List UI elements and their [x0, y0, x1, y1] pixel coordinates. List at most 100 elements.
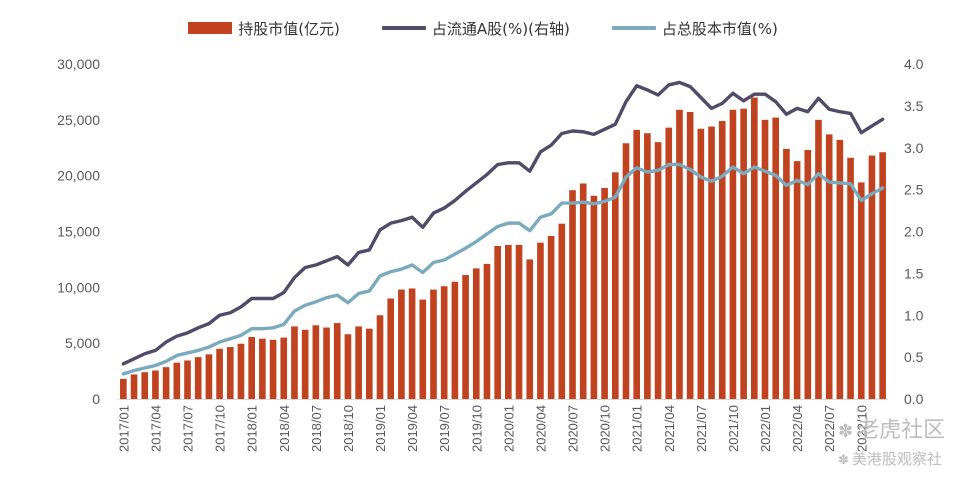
- bar-2022/07: [825, 134, 833, 399]
- bar-2017/11: [226, 347, 234, 399]
- x-tick-label: 2018/04: [277, 405, 292, 452]
- x-tick-label: 2022/07: [822, 405, 837, 452]
- y-left-tick-label: 10,000: [57, 279, 100, 295]
- bar-2021/01: [633, 129, 640, 399]
- y-right-tick-label: 0.5: [904, 349, 924, 365]
- y-right-tick-label: 0.0: [904, 391, 924, 407]
- x-tick-label: 2020/07: [566, 405, 581, 452]
- bar-2018/05: [291, 326, 298, 399]
- bar-2021/02: [644, 133, 651, 400]
- watermark-line1: 老虎社区: [857, 418, 946, 443]
- bar-2017/08: [194, 357, 202, 400]
- bar-2018/02: [259, 338, 266, 399]
- y-left-tick-label: 20,000: [57, 168, 100, 184]
- bar-2019/03: [398, 289, 405, 399]
- bar-2020/09: [590, 195, 598, 399]
- bar-2021/05: [676, 109, 683, 399]
- bar-2020/04: [537, 242, 544, 399]
- bar-2018/03: [269, 339, 277, 399]
- bar-2022/10: [857, 182, 865, 399]
- bar-2017/12: [237, 343, 245, 399]
- y-left-tick-label: 30,000: [57, 56, 100, 72]
- bar-2019/04: [408, 288, 416, 399]
- bar-2017/06: [173, 362, 181, 399]
- bar-2022/01: [761, 119, 769, 399]
- bar-2017/03: [141, 372, 149, 399]
- bar-2020/08: [579, 183, 587, 399]
- bar-2021/08: [708, 126, 715, 399]
- y-left-tick-label: 15,000: [57, 224, 100, 240]
- bar-2019/02: [387, 298, 395, 399]
- bar-2017/01: [120, 378, 127, 399]
- bar-2021/11: [740, 108, 747, 400]
- bar-2019/12: [494, 246, 501, 399]
- x-tick-label: 2017/01: [116, 405, 131, 452]
- bar-2019/05: [419, 299, 427, 399]
- x-tick-label: 2022/04: [790, 405, 805, 452]
- bar-2018/04: [280, 337, 288, 399]
- x-tick-label: 2021/01: [630, 405, 645, 452]
- bar-2019/09: [462, 275, 469, 399]
- bar-2019/06: [430, 289, 437, 399]
- bar-2017/05: [162, 367, 170, 399]
- legend-line2-swatch: [611, 26, 656, 30]
- legend-line2-label: 占总股本市值(%): [661, 19, 778, 38]
- bar-2018/08: [323, 327, 330, 399]
- x-tick-label: 2019/10: [469, 405, 484, 452]
- bar-2019/01: [376, 315, 384, 399]
- x-tick-label: 2021/07: [694, 405, 709, 452]
- bar-2018/01: [248, 337, 255, 399]
- bar-2020/01: [505, 244, 512, 399]
- bar-2019/07: [440, 286, 448, 399]
- bar-2020/02: [515, 244, 523, 399]
- line-liutong-a: [121, 80, 885, 366]
- bar-2021/03: [654, 142, 662, 400]
- x-tick-label: 2021/04: [662, 405, 677, 452]
- bar-2021/09: [718, 120, 726, 399]
- bar-2022/04: [793, 161, 801, 399]
- bar-2022/02: [772, 117, 780, 399]
- bar-2022/06: [815, 119, 822, 399]
- bar-2019/11: [483, 263, 491, 399]
- bar-2017/10: [216, 348, 223, 399]
- bar-2022/11: [868, 155, 876, 399]
- y-right-tick-label: 1.0: [904, 307, 924, 323]
- bar-2022/03: [783, 148, 790, 399]
- chart-legend: 持股市值(亿元) 占流通A股(%)(右轴) 占总股本市值(%): [0, 16, 966, 40]
- y-left-tick-label: 0: [92, 391, 100, 407]
- y-right-tick-label: 2.5: [904, 182, 924, 198]
- bar-2022/05: [804, 149, 812, 399]
- bar-2020/05: [547, 235, 555, 399]
- paw-icon: ✽: [838, 421, 854, 442]
- bar-2022/12: [879, 152, 886, 399]
- bar-2017/02: [130, 374, 138, 399]
- y-right-tick-label: 4.0: [904, 56, 924, 72]
- paw-icon: ✽: [838, 453, 849, 468]
- bar-2021/10: [729, 109, 737, 399]
- x-tick-label: 2018/10: [341, 405, 356, 452]
- legend-item-bar: 持股市值(亿元): [188, 18, 340, 39]
- x-tick-label: 2019/01: [373, 405, 388, 452]
- watermark-primary: ✽ 老虎社区: [838, 412, 945, 444]
- x-tick-label: 2017/10: [213, 405, 228, 452]
- bar-2021/06: [686, 112, 694, 400]
- y-right-tick-label: 1.5: [904, 265, 924, 281]
- x-tick-label: 2018/07: [309, 405, 324, 452]
- x-tick-label: 2020/10: [598, 405, 613, 452]
- bar-2018/11: [355, 326, 362, 399]
- bar-2022/08: [836, 139, 844, 399]
- y-right-tick-label: 2.0: [904, 224, 924, 240]
- bar-2018/09: [333, 323, 341, 399]
- bar-2019/08: [451, 281, 459, 399]
- legend-line1-label: 占流通A股(%)(右轴): [431, 19, 570, 38]
- bar-2021/12: [751, 97, 758, 399]
- bar-2020/10: [601, 187, 608, 399]
- x-tick-label: 2020/01: [501, 405, 516, 452]
- bar-2020/06: [558, 223, 566, 399]
- bar-2018/06: [301, 329, 309, 399]
- legend-bar-label: 持股市值(亿元): [238, 19, 340, 38]
- legend-line1-swatch: [381, 26, 426, 30]
- x-tick-label: 2019/07: [437, 405, 452, 452]
- x-tick-label: 2022/10: [854, 405, 869, 452]
